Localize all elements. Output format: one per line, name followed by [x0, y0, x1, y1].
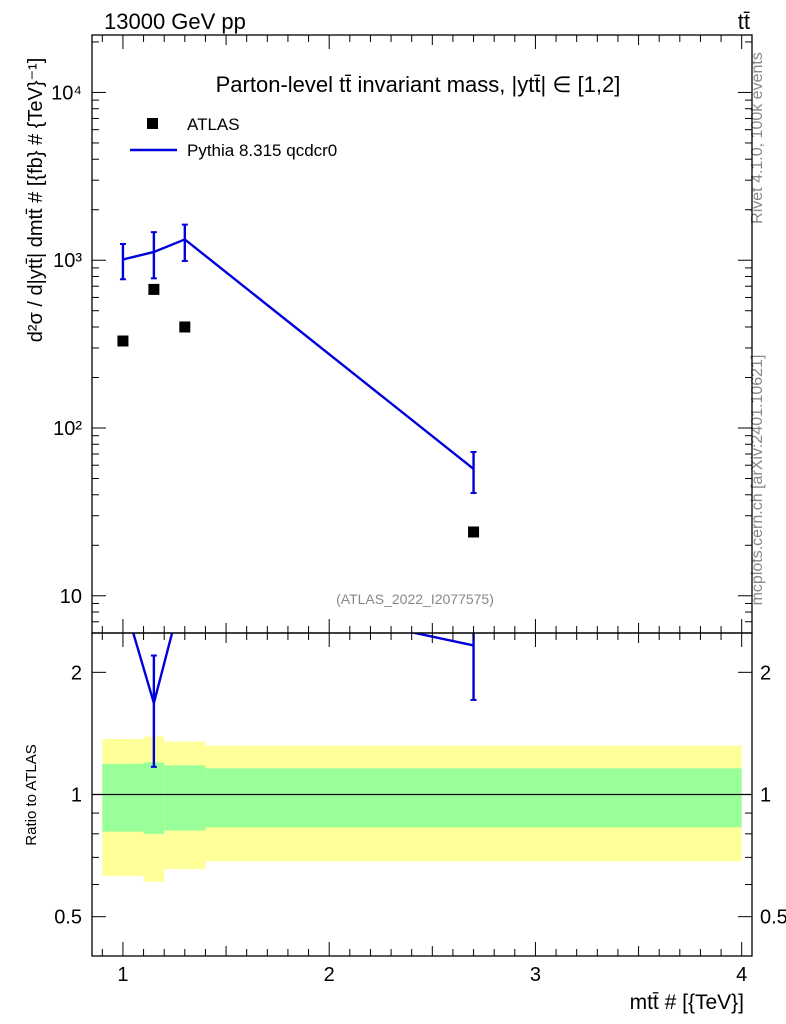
- ratio-y-tick-label: 1: [71, 785, 82, 807]
- x-tick-label: 4: [736, 964, 747, 986]
- main-y-tick-labels: 10 10² 10³ 10⁴: [51, 82, 82, 607]
- header-energy-label: 13000 GeV pp: [104, 9, 246, 34]
- ratio-band-inner: [143, 762, 165, 834]
- ratio-band-inner: [164, 765, 206, 831]
- x-tick-label: 2: [324, 964, 335, 986]
- main-panel: 10 10² 10³ 10⁴ Parton-level tt̄ invariant m…: [25, 34, 753, 634]
- atlas-data-point: [468, 526, 480, 538]
- main-y-tick-label: 10³: [53, 250, 82, 272]
- ratio-pythia-line: [132, 633, 474, 708]
- header-process-label: tt̄: [738, 9, 750, 34]
- ratio-series: [132, 633, 477, 768]
- legend: ATLAS Pythia 8.315 qcdcr0: [130, 115, 337, 160]
- main-y-tick-label: 10²: [53, 418, 82, 440]
- ratio-y-axis-label: Ratio to ATLAS: [23, 744, 40, 845]
- ratio-band-inner: [102, 763, 144, 832]
- ratio-y-tick-label-right: 2: [760, 662, 771, 684]
- legend-atlas-label: ATLAS: [187, 115, 240, 134]
- ratio-y-tick-label: 2: [71, 662, 82, 684]
- analysis-id-label: (ATLAS_2022_I2077575): [336, 591, 494, 607]
- main-series: [117, 223, 480, 538]
- atlas-data-point: [117, 335, 129, 347]
- main-y-tick-label: 10: [60, 586, 82, 608]
- chart-title: Parton-level tt̄ invariant mass, |ytt̄| …: [216, 72, 621, 97]
- ratio-frame: [91, 632, 753, 957]
- main-y-tick-label: 10⁴: [51, 82, 82, 104]
- atlas-data-point: [148, 283, 160, 295]
- x-tick-label: 3: [530, 964, 541, 986]
- source-label: mcplots.cern.ch [arXiv:2401.10621]: [749, 355, 766, 606]
- rivet-version-label: Rivet 4.1.0, 100k events: [749, 52, 766, 224]
- x-axis-label: mtt̄ # [{TeV}]: [630, 991, 744, 1014]
- x-tick-label: 1: [117, 964, 128, 986]
- pythia-line: [122, 238, 475, 470]
- legend-pythia-label: Pythia 8.315 qcdcr0: [187, 141, 337, 160]
- legend-atlas-marker: [147, 118, 158, 129]
- ratio-y-tick-label-right: 0.5: [760, 907, 786, 929]
- atlas-data-point: [179, 321, 191, 333]
- main-ticks: [92, 35, 752, 634]
- ratio-band-inner: [205, 768, 742, 828]
- ratio-ticks: [92, 633, 752, 957]
- ratio-panel: 0.5 0.5 1 1 2 2 1 2 3 4 Ratio to ATLAS mtt̄ # [{…: [23, 632, 786, 1014]
- x-tick-labels: 1 2 3 4: [117, 964, 747, 986]
- ratio-y-tick-labels: 0.5 0.5 1 1 2 2: [54, 662, 786, 928]
- ratio-y-tick-label-right: 1: [760, 785, 771, 807]
- ratio-y-tick-label: 0.5: [54, 907, 82, 929]
- main-y-axis-label: d²σ / d|ytt̄| dmtt̄ # [{fb} # {TeV}⁻¹]: [25, 58, 47, 343]
- ratio-uncertainty-bands: [102, 736, 742, 882]
